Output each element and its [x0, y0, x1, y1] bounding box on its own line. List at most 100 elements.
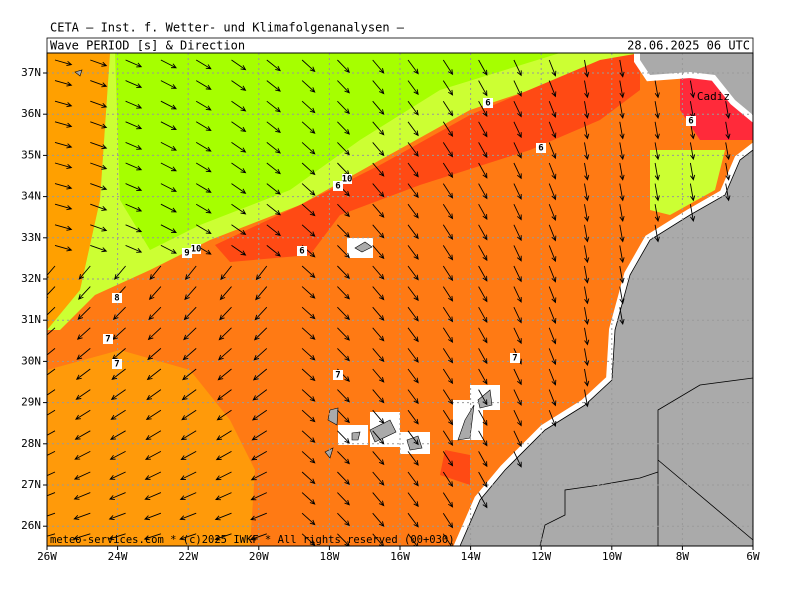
arrow	[513, 59, 522, 77]
arrow	[442, 451, 454, 467]
contour-label-bg	[182, 248, 192, 258]
arrow	[407, 348, 419, 363]
arrow	[250, 492, 267, 501]
arrow	[513, 80, 522, 97]
arrow	[217, 368, 232, 381]
arrow	[407, 471, 419, 487]
arrow	[47, 389, 56, 396]
contour-label: 7	[512, 354, 517, 364]
arrow	[619, 142, 625, 161]
zone-green	[115, 53, 560, 250]
arrow	[407, 121, 419, 137]
lon-label: 18W	[319, 550, 339, 563]
lon-label: 6W	[746, 550, 760, 563]
arrow	[90, 244, 108, 253]
arrow	[112, 306, 126, 320]
zone-orange	[47, 53, 110, 330]
arrow	[442, 389, 454, 405]
map-area: Cadiz meteo-services.com * (c)2025 IWKF …	[47, 53, 753, 546]
arrow	[337, 306, 350, 321]
arrow	[54, 121, 73, 128]
arrow	[478, 59, 488, 76]
arrow	[689, 162, 696, 181]
arrow	[337, 286, 350, 300]
arrow	[73, 512, 91, 520]
arrow	[619, 183, 625, 202]
arrow	[90, 183, 108, 191]
arrow	[179, 512, 197, 521]
arrow	[337, 409, 350, 424]
arrow	[584, 327, 590, 346]
arrow	[407, 245, 419, 260]
arrow	[619, 224, 625, 243]
arrow	[47, 409, 56, 416]
arrow	[195, 162, 212, 173]
arrow	[478, 471, 488, 488]
arrow	[301, 162, 316, 176]
arrow	[254, 306, 268, 321]
arrow	[75, 409, 91, 420]
arrow	[689, 183, 696, 202]
arrow	[725, 142, 731, 161]
arrow	[54, 224, 73, 231]
arrow	[584, 307, 590, 325]
arrow	[250, 471, 268, 481]
arrow	[337, 389, 350, 403]
arrow	[301, 471, 316, 485]
arrow	[442, 348, 454, 364]
contour-label: 6	[299, 247, 304, 257]
arrow	[301, 306, 316, 320]
contour-label-bg	[686, 116, 696, 126]
arrow	[478, 142, 488, 159]
arrow	[54, 141, 73, 149]
arrow	[301, 121, 316, 134]
arrow	[654, 183, 660, 202]
arrow	[407, 183, 419, 199]
arrow	[513, 389, 522, 406]
arrow	[231, 203, 247, 215]
arrow	[144, 451, 162, 460]
arrow	[179, 492, 197, 501]
arrow	[74, 430, 91, 440]
arrow	[301, 451, 316, 464]
arrow	[266, 203, 281, 216]
arrow	[337, 430, 350, 444]
arrow	[654, 162, 660, 181]
arrow	[372, 100, 385, 115]
arrow	[407, 142, 419, 157]
arrow	[372, 368, 385, 383]
arrow	[513, 142, 522, 159]
arrow	[442, 492, 454, 508]
lon-label: 24W	[108, 550, 128, 563]
arrow	[301, 533, 316, 546]
arrow	[442, 224, 454, 240]
arrow	[73, 533, 91, 540]
arrow	[231, 142, 247, 153]
arrow	[372, 286, 385, 301]
lat-label: 32N	[21, 272, 41, 285]
arrow	[160, 162, 177, 172]
arrow	[73, 492, 91, 500]
arrow	[337, 100, 350, 115]
contour-label: 7	[114, 360, 119, 370]
arrow	[145, 409, 162, 421]
arrow	[654, 142, 660, 161]
arrow	[125, 244, 143, 253]
arrow	[442, 59, 454, 76]
arrow	[513, 368, 522, 386]
arrow	[442, 142, 454, 158]
arrow	[548, 389, 557, 407]
arrow	[654, 121, 660, 140]
arrow	[214, 512, 232, 521]
arrow	[75, 368, 91, 380]
arrow	[725, 183, 731, 202]
arrow	[337, 492, 350, 506]
contour-label-bg	[191, 244, 201, 254]
arrow	[149, 265, 162, 280]
arrow	[301, 224, 316, 237]
arrow	[231, 121, 247, 133]
arrow	[513, 245, 522, 262]
contour-label: 7	[335, 371, 340, 381]
arrow	[442, 265, 454, 282]
arrow	[301, 80, 316, 93]
